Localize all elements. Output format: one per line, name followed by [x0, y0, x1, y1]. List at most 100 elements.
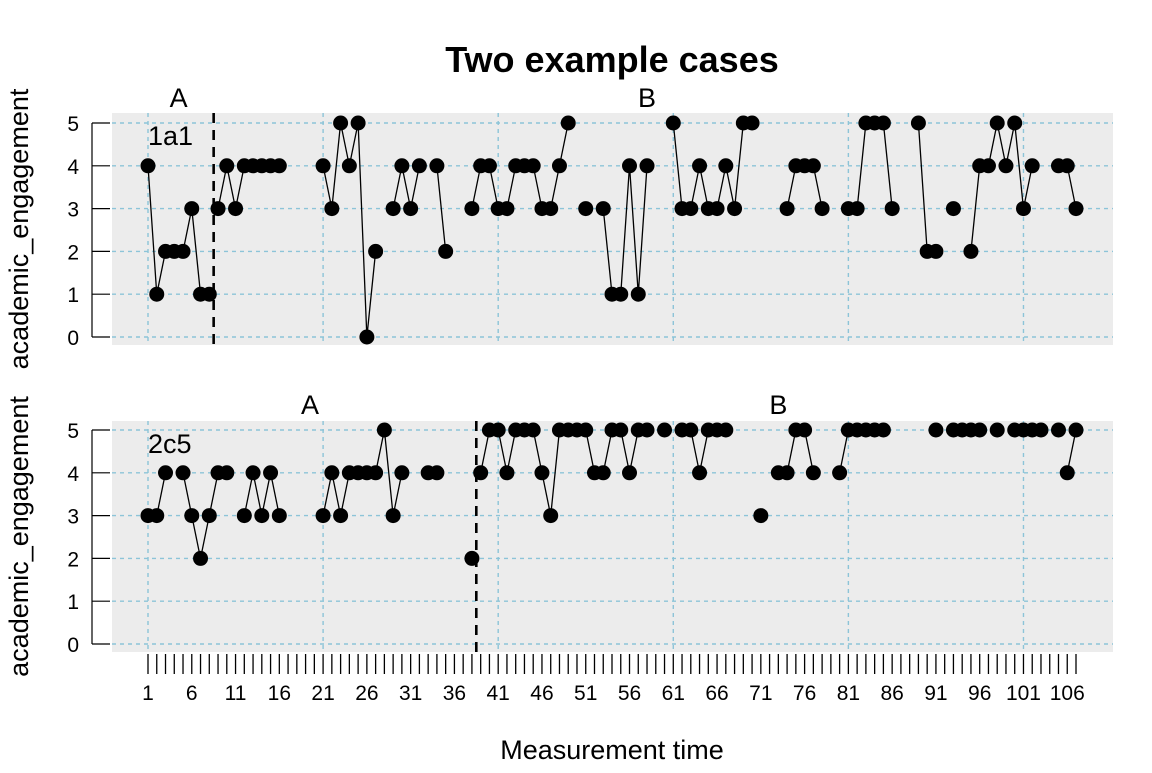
- data-point: [543, 508, 559, 524]
- data-point: [376, 422, 392, 438]
- series-line: [392, 165, 421, 209]
- data-point: [149, 508, 165, 524]
- data-point: [464, 550, 480, 566]
- data-point: [473, 465, 489, 481]
- x-tick-label: 16: [268, 682, 291, 705]
- data-point: [692, 158, 708, 174]
- data-point: [368, 243, 384, 259]
- data-point: [236, 508, 252, 524]
- data-point: [1059, 158, 1075, 174]
- data-point: [718, 422, 734, 438]
- data-point: [578, 201, 594, 217]
- data-point: [639, 422, 655, 438]
- data-point: [525, 422, 541, 438]
- y-tick-label: 3: [67, 199, 79, 222]
- series-line: [436, 165, 447, 252]
- data-point: [875, 422, 891, 438]
- data-point: [333, 115, 349, 131]
- x-tick-label: 6: [186, 682, 198, 705]
- data-point: [753, 508, 769, 524]
- x-tick-label: 56: [618, 682, 641, 705]
- x-tick-label: 81: [837, 682, 860, 705]
- data-point: [543, 201, 559, 217]
- data-point: [1015, 201, 1031, 217]
- data-point: [910, 115, 926, 131]
- data-point: [481, 158, 497, 174]
- data-point: [989, 115, 1005, 131]
- phase-label-B: B: [638, 83, 656, 113]
- x-tick-label: 76: [793, 682, 816, 705]
- data-point: [779, 465, 795, 481]
- data-point: [210, 201, 226, 217]
- data-point: [849, 201, 865, 217]
- x-tick-label: 86: [880, 682, 903, 705]
- data-point: [1007, 115, 1023, 131]
- data-point: [613, 286, 629, 302]
- case-label: 1a1: [148, 121, 193, 151]
- data-point: [709, 201, 725, 217]
- data-point: [324, 201, 340, 217]
- y-tick-label: 0: [67, 327, 79, 350]
- data-point: [622, 465, 638, 481]
- data-point: [945, 201, 961, 217]
- x-tick-label: 61: [662, 682, 685, 705]
- y-tick-label: 2: [67, 241, 79, 264]
- data-point: [149, 286, 165, 302]
- data-point: [193, 550, 209, 566]
- data-point: [560, 115, 576, 131]
- data-point: [1068, 422, 1084, 438]
- x-tick-label: 26: [355, 682, 378, 705]
- data-point: [499, 465, 515, 481]
- data-point: [814, 201, 830, 217]
- data-point: [928, 243, 944, 259]
- data-point: [797, 422, 813, 438]
- data-point: [779, 201, 795, 217]
- data-point: [551, 158, 567, 174]
- data-point: [884, 201, 900, 217]
- data-point: [429, 158, 445, 174]
- data-point: [271, 508, 287, 524]
- data-point: [657, 422, 673, 438]
- data-point: [219, 158, 235, 174]
- data-point: [989, 422, 1005, 438]
- x-tick-label: 11: [225, 682, 247, 705]
- data-point: [385, 508, 401, 524]
- data-point: [271, 158, 287, 174]
- x-tick-label: 96: [968, 682, 991, 705]
- data-point: [1059, 465, 1075, 481]
- data-point: [350, 115, 366, 131]
- plot-background: [112, 421, 1113, 652]
- plot-background: [112, 113, 1113, 345]
- y-tick-label: 4: [67, 463, 79, 486]
- data-point: [184, 508, 200, 524]
- data-point: [972, 422, 988, 438]
- data-point: [403, 201, 419, 217]
- data-point: [499, 201, 515, 217]
- x-tick-label: 106: [1050, 682, 1085, 705]
- data-point: [219, 465, 235, 481]
- y-tick-label: 3: [67, 506, 79, 529]
- data-point: [595, 465, 611, 481]
- data-point: [228, 201, 244, 217]
- data-point: [333, 508, 349, 524]
- panels: 0 1 2 3 4 5 academic_engagement A B 1a1 0 1 2 3 4 5 acad…: [4, 83, 1113, 705]
- phase-label-B: B: [769, 390, 787, 420]
- data-point: [639, 158, 655, 174]
- data-point: [832, 465, 848, 481]
- y-tick-label: 5: [67, 420, 79, 443]
- x-tick-label: 1: [142, 682, 154, 705]
- data-point: [534, 465, 550, 481]
- x-tick-label: 31: [399, 682, 422, 705]
- series-line: [602, 165, 648, 295]
- x-tick-label: 21: [311, 682, 334, 705]
- data-point: [201, 508, 217, 524]
- data-point: [254, 508, 270, 524]
- phase-label-A: A: [170, 83, 188, 113]
- data-point: [263, 465, 279, 481]
- data-point: [175, 465, 191, 481]
- x-axis-title: Measurement time: [500, 735, 724, 765]
- data-point: [683, 201, 699, 217]
- data-point: [315, 158, 331, 174]
